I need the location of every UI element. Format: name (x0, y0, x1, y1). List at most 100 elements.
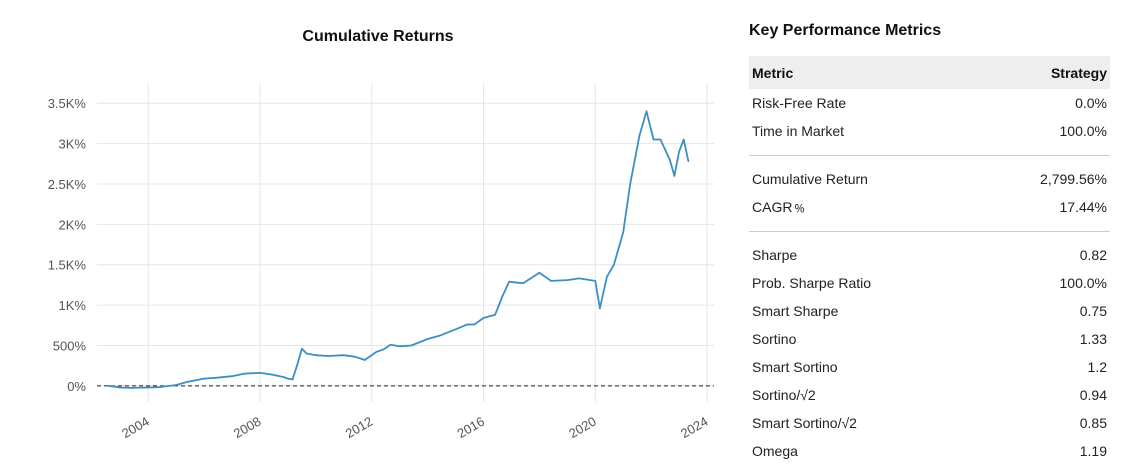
table-row: Smart Sortino/√2 0.85 (749, 409, 1110, 437)
metrics-header-row: Metric Strategy (749, 56, 1110, 89)
metric-value: 1.19 (1079, 443, 1107, 459)
data-point (242, 372, 245, 375)
data-point (326, 355, 329, 357)
x-tick-label: 2024 (678, 414, 711, 441)
metric-label: Sortino/√2 (752, 387, 816, 403)
metric-label: Risk-Free Rate (752, 95, 847, 111)
metric-value: 0.75 (1079, 303, 1107, 319)
metric-label: Omega (752, 443, 798, 459)
table-divider (749, 145, 1110, 165)
metric-label: Sharpe (752, 247, 798, 263)
data-point (131, 387, 133, 389)
data-point (270, 373, 273, 376)
metric-value: 2,799.56% (1040, 171, 1107, 187)
data-point (214, 377, 217, 379)
x-tick-label: 2004 (119, 414, 152, 441)
data-point (305, 352, 308, 355)
metric-label: Sortino (752, 331, 797, 347)
table-row: Prob. Sharpe Ratio 100.0% (749, 269, 1110, 297)
data-point (466, 323, 469, 326)
data-point (473, 323, 476, 326)
data-point (538, 272, 541, 274)
metric-label: Smart Sharpe (752, 303, 839, 319)
metric-column-header: Metric (749, 56, 977, 89)
data-point (375, 351, 378, 353)
data-point (107, 385, 110, 387)
metric-value: 100.0% (1059, 275, 1107, 291)
data-point (282, 376, 285, 378)
data-point (426, 338, 429, 340)
data-point (578, 277, 580, 280)
metric-value: 0.85 (1079, 415, 1107, 431)
data-point (613, 263, 615, 266)
cumulative-returns-chart: Cumulative Returns 0% 500% 1K% 1.5K% 2K% 2.5K%… (48, 28, 714, 441)
data-point (301, 347, 303, 350)
metric-label: Smart Sortino (752, 359, 838, 375)
data-point (187, 381, 189, 383)
x-tick-label: 2016 (454, 414, 487, 441)
data-point (494, 314, 496, 316)
metrics-table: Metric Strategy Risk-Free Rate 0.0% Time… (749, 56, 1110, 465)
data-point (550, 280, 552, 282)
data-point (343, 354, 345, 357)
table-row: Sharpe 0.82 (749, 241, 1110, 269)
metric-value: 17.44% (1059, 199, 1107, 215)
chart-svg: Cumulative Returns 0% 500% 1K% 1.5K% 2K% 2.5K%… (48, 28, 714, 441)
x-tick-label: 2008 (231, 414, 264, 441)
y-tick-label: 0% (67, 379, 86, 394)
data-point (398, 345, 401, 348)
metric-value: 1.33 (1079, 331, 1107, 347)
data-point (566, 279, 569, 281)
metric-value: 1.2 (1087, 359, 1107, 375)
data-point (682, 138, 685, 141)
x-tick-label: 2012 (343, 414, 376, 441)
data-point (410, 344, 413, 347)
metric-label: Cumulative Return (752, 171, 868, 187)
table-divider (749, 221, 1110, 241)
data-point (382, 348, 385, 351)
data-point (659, 138, 662, 141)
data-point (652, 138, 655, 141)
data-point (501, 296, 503, 298)
data-point (599, 307, 601, 310)
data-point (645, 110, 648, 113)
data-point (669, 158, 671, 161)
chart-title: Cumulative Returns (302, 28, 453, 45)
data-point (315, 354, 317, 357)
strategy-column-header: Strategy (977, 56, 1110, 89)
y-tick-label: 3.5K% (48, 96, 87, 111)
data-point (203, 377, 205, 380)
data-point (629, 183, 631, 185)
metric-label: Prob. Sharpe Ratio (752, 275, 872, 291)
data-point (606, 276, 608, 278)
data-point (296, 364, 299, 366)
data-point (119, 386, 122, 389)
data-point (159, 386, 161, 388)
data-point (678, 150, 680, 153)
table-row: Sortino/√2 0.94 (749, 381, 1110, 409)
series-line (108, 110, 690, 389)
table-row: Risk-Free Rate 0.0% (749, 89, 1110, 117)
table-row: Cumulative Return 2,799.56% (749, 165, 1110, 193)
data-point (482, 317, 485, 319)
metric-label: Smart Sortino/√2 (752, 415, 857, 431)
data-point (287, 377, 289, 380)
data-point (454, 328, 457, 331)
data-point (389, 343, 392, 346)
data-point (522, 282, 524, 285)
data-point (594, 280, 597, 282)
table-row: Omega 1.19 (749, 437, 1110, 465)
y-tick-label: 1.5K% (48, 258, 87, 273)
data-point (231, 375, 233, 378)
metric-label: CAGR﹪ (752, 199, 807, 215)
data-point (291, 378, 294, 381)
y-tick-label: 3K% (59, 137, 87, 152)
table-row: Smart Sortino 1.2 (749, 353, 1110, 381)
data-point (508, 280, 510, 283)
data-point (622, 231, 624, 234)
table-row: Time in Market 100.0% (749, 117, 1110, 145)
data-point (354, 356, 357, 358)
metric-value: 0.82 (1079, 247, 1107, 263)
table-row: CAGR﹪ 17.44% (749, 193, 1110, 221)
table-row: Sortino 1.33 (749, 325, 1110, 353)
